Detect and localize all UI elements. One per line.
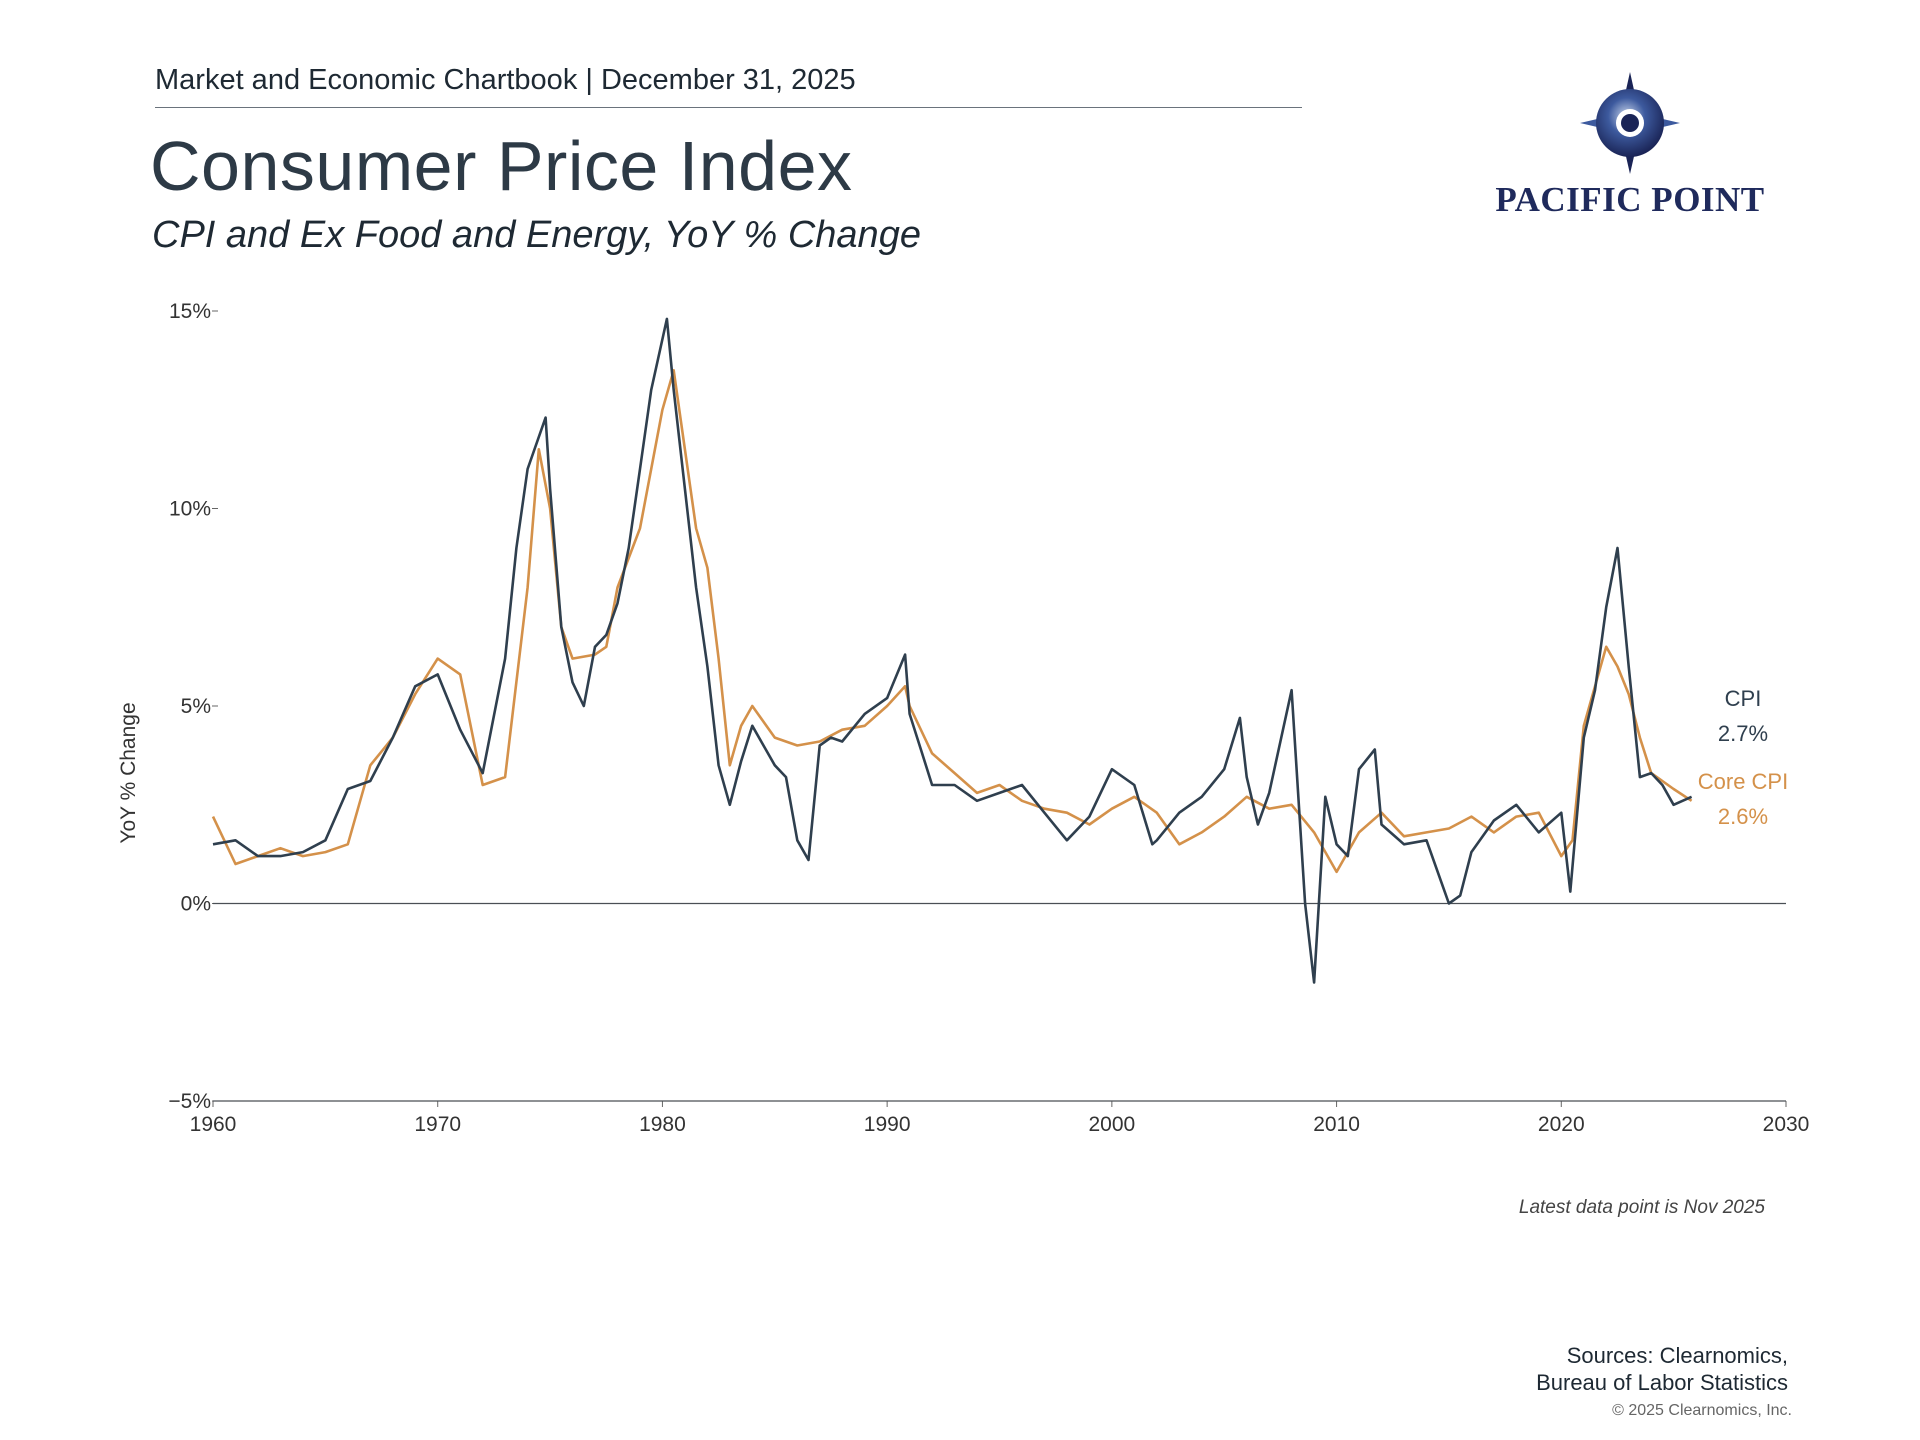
- end-labels: CPI 2.7% Core CPI 2.6%: [1698, 686, 1788, 829]
- copyright: © 2025 Clearnomics, Inc.: [1612, 1402, 1792, 1419]
- x-tick-label: 2010: [1313, 1113, 1360, 1136]
- x-axis: 1960 1970 1980 1990 2000 2010 2020 2030: [190, 1101, 1810, 1136]
- page-title: Consumer Price Index: [150, 127, 853, 205]
- sources-line-1: Sources: Clearnomics,: [1566, 1343, 1788, 1368]
- brand-name: PACIFIC POINT: [1495, 180, 1765, 219]
- x-tick-label: 1990: [864, 1113, 911, 1136]
- y-axis: 15% 10% 5% 0% −5%: [168, 300, 218, 1113]
- x-tick-label: 2030: [1763, 1113, 1810, 1136]
- page-subtitle: CPI and Ex Food and Energy, YoY % Change: [152, 214, 921, 256]
- end-label-value: 2.7%: [1718, 721, 1768, 746]
- x-tick-label: 1960: [190, 1113, 237, 1136]
- y-tick-label: 0%: [181, 893, 211, 916]
- sources: Sources: Clearnomics, Bureau of Labor St…: [1536, 1342, 1788, 1396]
- end-label-name: Core CPI: [1698, 769, 1788, 794]
- x-tick-label: 2000: [1088, 1113, 1135, 1136]
- x-tick-label: 1980: [639, 1113, 686, 1136]
- pacific-point-logo: PACIFIC POINT: [1480, 72, 1780, 232]
- y-tick-label: 10%: [169, 498, 211, 521]
- end-label-value: 2.6%: [1718, 804, 1768, 829]
- compass-star-logo-icon: [1580, 72, 1680, 174]
- series-line-cpi: [212, 317, 1693, 984]
- x-tick-label: 1970: [414, 1113, 461, 1136]
- y-tick-label: −5%: [168, 1090, 211, 1113]
- y-axis-label: YoY % Change: [117, 702, 140, 843]
- sources-line-2: Bureau of Labor Statistics: [1536, 1370, 1788, 1395]
- end-label-name: CPI: [1725, 686, 1762, 711]
- latest-data-note: Latest data point is Nov 2025: [1518, 1197, 1765, 1218]
- chartbook-header: Market and Economic Chartbook | December…: [155, 64, 856, 96]
- y-tick-label: 5%: [181, 695, 211, 718]
- header-divider: [155, 107, 1302, 108]
- series-line-core-cpi: [211, 369, 1693, 874]
- x-tick-label: 2020: [1538, 1113, 1585, 1136]
- series-layer: [211, 317, 1693, 984]
- y-tick-label: 15%: [169, 300, 211, 323]
